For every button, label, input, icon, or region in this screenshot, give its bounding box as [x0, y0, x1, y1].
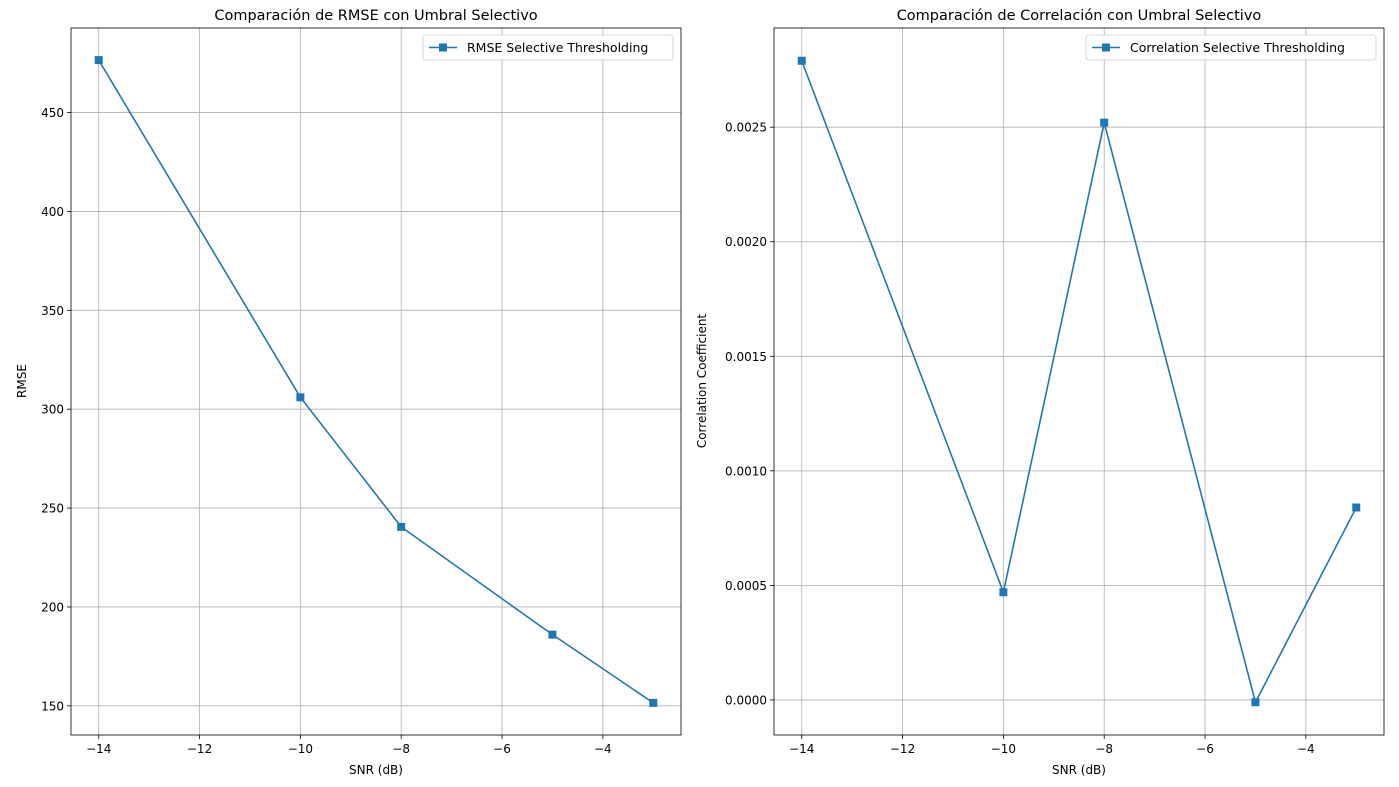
left-chart-x-tick-label: −6 [493, 742, 511, 756]
right-chart-y-tick-label: 0.0010 [725, 464, 767, 478]
right-chart-x-tick-label: −8 [1095, 742, 1113, 756]
left-chart-data-point [548, 630, 557, 639]
right-chart-x-tick-label: −10 [991, 742, 1016, 756]
left-chart-x-tick-label: −14 [86, 742, 111, 756]
left-chart-legend-box [422, 34, 674, 61]
right-chart: Comparación de Correlación con Umbral Se… [695, 8, 1385, 777]
left-chart-plot-area: −14 −12 −10 −8 −6 −4 150 200 250 300 350 400 450 RMSE… [41, 27, 682, 756]
right-chart-y-tick-label: 0.0005 [725, 579, 767, 593]
left-chart-y-tick-label: 350 [41, 304, 64, 318]
right-chart-x-tick-label: −14 [789, 742, 814, 756]
right-chart-legend-label: Correlation Selective Thresholding [1130, 40, 1345, 55]
right-chart-x-axis-label: SNR (dB) [1052, 763, 1106, 777]
left-chart-data-point [397, 522, 406, 531]
left-chart-axes-frame [70, 27, 682, 736]
right-chart-y-tick-label: 0.0000 [725, 693, 767, 707]
left-chart-data-point [296, 393, 305, 402]
left-chart-legend-label: RMSE Selective Thresholding [467, 40, 648, 55]
right-chart-x-tick-label: −12 [890, 742, 915, 756]
left-chart-x-axis-label: SNR (dB) [349, 763, 403, 777]
left-chart-y-tick-label: 250 [41, 502, 64, 516]
right-chart-axes-frame [773, 27, 1385, 736]
left-chart-x-tick-label: −8 [392, 742, 410, 756]
left-chart-y-tick-label: 200 [41, 600, 64, 614]
left-chart-y-tick-label: 150 [41, 699, 64, 713]
right-chart-data-point [1100, 118, 1109, 127]
right-chart-data-point [1251, 698, 1260, 707]
left-chart-y-tick-label: 450 [41, 106, 64, 120]
right-chart-plot-area: −14 −12 −10 −8 −6 −4 0.0000 0.0005 0.0010 0.0015 0… [725, 27, 1385, 756]
left-chart-y-tick-label: 300 [41, 403, 64, 417]
left-chart-x-tick-label: −10 [288, 742, 313, 756]
right-chart-y-tick-label: 0.0025 [725, 121, 767, 135]
left-chart-data-point [649, 698, 658, 707]
right-chart-data-point [797, 56, 806, 65]
left-chart-data-point [94, 56, 103, 65]
left-chart-y-tick-label: 400 [41, 205, 64, 219]
right-chart-data-point [1352, 503, 1361, 512]
left-chart-legend-marker [439, 43, 447, 52]
right-chart-x-tick-label: −4 [1297, 742, 1315, 756]
right-chart-y-axis-label: Correlation Coefficient [695, 314, 709, 449]
left-chart-x-tick-label: −12 [187, 742, 212, 756]
left-chart-y-axis-label: RMSE [15, 364, 29, 398]
right-chart-legend-marker [1102, 43, 1110, 52]
right-chart-data-point [999, 588, 1008, 597]
right-chart-x-tick-label: −6 [1196, 742, 1214, 756]
left-chart-title: Comparación de RMSE con Umbral Selectivo [214, 8, 537, 24]
right-chart-title: Comparación de Correlación con Umbral Se… [897, 8, 1262, 24]
right-chart-y-tick-label: 0.0020 [725, 235, 767, 249]
right-chart-y-tick-label: 0.0015 [725, 350, 767, 364]
right-chart-legend-box [1085, 34, 1377, 61]
left-chart-x-tick-label: −4 [594, 742, 612, 756]
left-chart: Comparación de RMSE con Umbral Selectivo… [15, 8, 682, 777]
